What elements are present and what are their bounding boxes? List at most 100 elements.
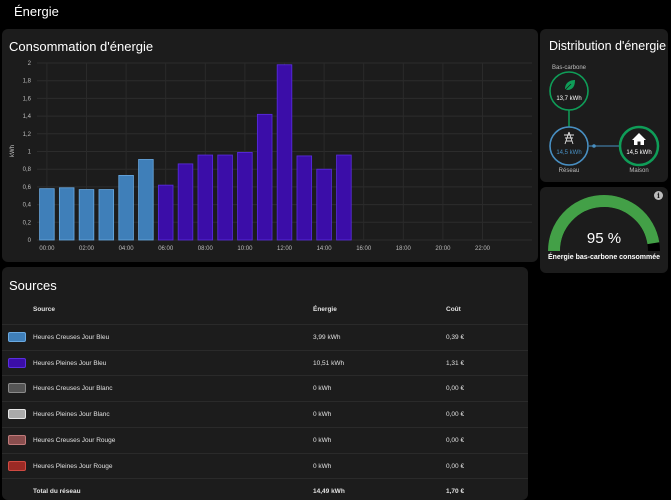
source-cost: 1,31 € (446, 359, 465, 367)
divider (2, 375, 528, 377)
y-axis-label: kWh (10, 145, 16, 157)
source-energy: 10,51 kWh (313, 359, 345, 367)
chart-bar[interactable] (98, 189, 115, 241)
chart-bar[interactable] (138, 159, 154, 241)
source-color-swatch (8, 460, 26, 471)
source-label: Heures Creuses Jour Rouge (33, 436, 116, 444)
home-icon (632, 133, 646, 145)
source-color-swatch (8, 332, 26, 342)
sources-card: Sources Source Énergie Coût Heures Creuses … (2, 267, 528, 500)
col-header-cost: Coût (446, 306, 461, 313)
leaf-icon (563, 80, 575, 92)
source-label: Heures Pleines Jour Rouge (33, 462, 113, 470)
chart-bar[interactable] (296, 155, 313, 241)
x-tick-label: 16:00 (356, 246, 372, 252)
source-energy: 0 kWh (313, 385, 332, 393)
source-label: Heures Creuses Jour Bleu (33, 334, 110, 341)
source-cost: 0,00 € (446, 411, 465, 419)
chart-bar[interactable] (58, 187, 75, 241)
y-tick-label: 0,4 (23, 203, 32, 209)
x-tick-label: 10:00 (237, 246, 253, 252)
source-row[interactable]: Heures Pleines Jour Bleu 10,51 kWh 1,31 € (2, 350, 528, 376)
total-label: Total du réseau (33, 488, 81, 496)
col-header-energy: Énergie (313, 306, 337, 313)
divider (2, 349, 528, 351)
chart-bar[interactable] (118, 174, 134, 241)
chart-bar[interactable] (177, 163, 194, 241)
source-row[interactable]: Heures Creuses Jour Blanc 0 kWh 0,00 € (2, 375, 528, 401)
total-row: Total du réseau 14,49 kWh 1,70 € (2, 478, 528, 500)
source-row[interactable]: Heures Pleines Jour Rouge 0 kWh 0,00 € (2, 453, 528, 479)
source-energy: 0 kWh (313, 436, 332, 444)
source-label: Heures Pleines Jour Blanc (33, 411, 110, 419)
transmission-tower-icon (564, 131, 574, 145)
lowcarbon-node[interactable] (549, 71, 589, 111)
chart-bar[interactable] (276, 64, 293, 241)
grid-node[interactable] (549, 126, 589, 166)
source-energy: 0 kWh (313, 411, 332, 419)
divider (2, 478, 528, 480)
y-tick-label: 1,6 (23, 96, 32, 102)
x-tick-label: 12:00 (277, 246, 293, 252)
source-color-swatch (8, 357, 26, 368)
distribution-title: Distribution d'énergie (549, 39, 667, 53)
chart-bar[interactable] (157, 184, 174, 241)
x-tick-label: 14:00 (317, 246, 333, 252)
energy-distribution-card: Distribution d'énergie Bas-carbone 13,7 … (540, 29, 668, 182)
gauge-value: 95 % (586, 230, 622, 247)
source-row[interactable]: Heures Creuses Jour Rouge 0 kWh 0,00 € (2, 427, 528, 453)
consumption-title: Consommation d'énergie (9, 39, 154, 54)
chart-bar[interactable] (237, 151, 253, 241)
chart-bar[interactable] (78, 189, 95, 241)
col-header-source: Source (33, 306, 56, 313)
source-row[interactable]: Heures Pleines Jour Blanc 0 kWh 0,00 € (2, 401, 528, 427)
source-color-swatch (8, 383, 26, 394)
y-tick-label: 1,2 (23, 132, 32, 138)
y-tick-label: 0,6 (23, 185, 32, 191)
home-value: 14,5 kWh (626, 150, 651, 156)
info-icon[interactable]: i (654, 191, 663, 200)
source-energy: 3,99 kWh (313, 334, 341, 341)
lowcarbon-label: Bas-carbone (552, 65, 587, 71)
total-cost: 1,70 € (446, 488, 465, 496)
grid-label: Réseau (559, 168, 580, 174)
source-cost: 0,00 € (446, 436, 465, 444)
divider (2, 452, 528, 454)
home-label: Maison (629, 168, 648, 174)
low-carbon-gauge-card: i 95 % Énergie bas-carbone consommée (540, 187, 668, 273)
gauge-fill (548, 195, 660, 252)
distribution-diagram: Bas-carbone 13,7 kWh 14,5 kWh Réseau 14,… (549, 65, 660, 174)
y-tick-label: 2 (28, 61, 32, 67)
x-tick-label: 22:00 (475, 246, 491, 252)
gauge-label: Énergie bas-carbone consommée (547, 254, 661, 261)
y-tick-label: 1 (28, 150, 32, 156)
y-tick-label: 0,8 (23, 167, 32, 173)
chart-bar[interactable] (39, 188, 55, 241)
source-color-swatch (8, 434, 26, 445)
y-tick-label: 0,2 (23, 220, 32, 226)
chart-bar[interactable] (316, 168, 332, 241)
divider (2, 401, 528, 403)
top-bar: Énergie (0, 0, 671, 24)
x-tick-label: 06:00 (158, 246, 174, 252)
source-cost: 0,39 € (446, 334, 465, 341)
chart-bar[interactable] (336, 154, 352, 241)
x-tick-label: 02:00 (79, 246, 95, 252)
gauge (548, 195, 660, 252)
x-tick-label: 04:00 (119, 246, 135, 252)
home-node[interactable] (618, 125, 660, 167)
grid-value: 14,5 kWh (556, 150, 581, 156)
divider (2, 426, 528, 428)
energy-consumption-card: Consommation d'énergie 0 0,2 0,4 0,6 0,8 1 1,2… (2, 29, 538, 262)
lowcarbon-value: 13,7 kWh (556, 96, 581, 102)
chart-bar[interactable] (197, 154, 214, 241)
chart-bar[interactable] (256, 113, 273, 241)
x-tick-label: 20:00 (435, 246, 451, 252)
x-tick-label: 00:00 (39, 246, 55, 252)
sources-title: Sources (9, 278, 57, 293)
chart-bar[interactable] (217, 154, 233, 241)
source-energy: 0 kWh (313, 462, 332, 470)
x-tick-label: 18:00 (396, 246, 412, 252)
consumption-chart: 0 0,2 0,4 0,6 0,8 1 1,2 1,4 1,6 1,8 2 00:00 02:00 04:… (10, 61, 532, 252)
source-row[interactable]: Heures Creuses Jour Bleu 3,99 kWh 0,39 € (2, 324, 528, 350)
